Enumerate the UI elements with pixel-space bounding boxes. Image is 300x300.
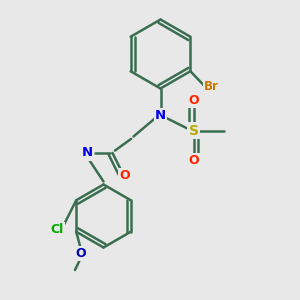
Text: O: O xyxy=(76,247,86,260)
Text: N: N xyxy=(82,146,93,160)
Text: O: O xyxy=(119,169,130,182)
Text: H: H xyxy=(81,148,90,158)
Text: O: O xyxy=(188,154,199,167)
Text: N: N xyxy=(155,109,166,122)
Text: O: O xyxy=(188,94,199,107)
Text: Br: Br xyxy=(204,80,219,94)
Text: Cl: Cl xyxy=(50,223,64,236)
Text: S: S xyxy=(188,124,199,137)
